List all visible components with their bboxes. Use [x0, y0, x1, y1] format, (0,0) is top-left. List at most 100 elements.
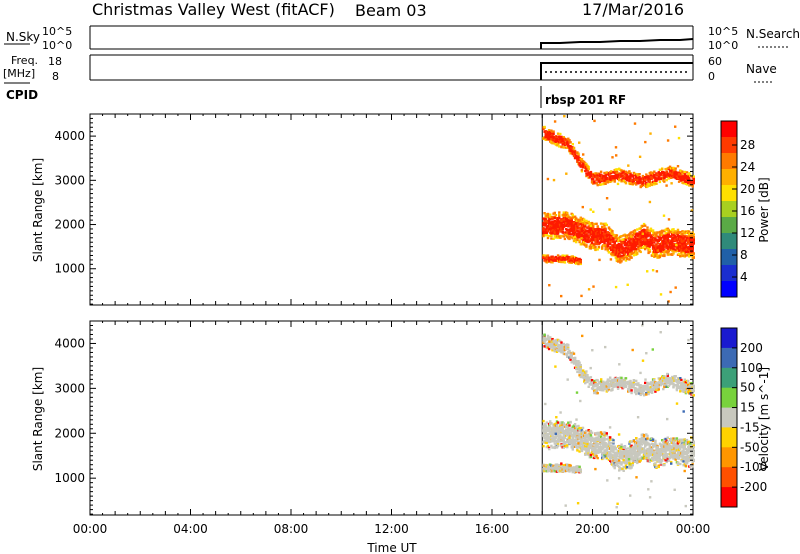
scatter-cell	[668, 165, 672, 168]
scatter-cell	[618, 242, 621, 246]
scatter-cell	[568, 235, 571, 238]
scatter-cell	[595, 182, 598, 185]
scatter-cell	[594, 248, 597, 252]
scatter-cell	[580, 429, 584, 432]
scatter-cell	[561, 141, 564, 144]
scatter-cell	[543, 125, 546, 129]
scatter-cell	[604, 248, 607, 251]
scatter-cell	[562, 446, 565, 449]
scatter-cell	[548, 284, 551, 287]
scatter-cell	[571, 143, 574, 146]
scatter-cell	[648, 460, 651, 463]
scatter-cell	[688, 184, 691, 187]
scatter-cell	[592, 224, 595, 227]
scatter-cell	[675, 238, 679, 241]
scatter-cell	[605, 223, 608, 227]
scatter-cell	[623, 256, 627, 259]
scatter-cell	[611, 446, 614, 449]
scatter-cell	[592, 387, 595, 391]
scatter-cell	[641, 224, 645, 228]
scatter-cell	[563, 436, 567, 440]
scatter-cell	[679, 255, 682, 258]
scatter-cell	[560, 341, 563, 344]
scatter-cell	[604, 229, 607, 232]
scatter-cell	[624, 447, 628, 451]
scatter-cell	[628, 384, 631, 387]
scatter-cell	[651, 253, 655, 256]
scatter-cell	[543, 231, 546, 235]
scatter-cell	[682, 386, 685, 389]
scatter-cell	[636, 460, 639, 463]
scatter-cell	[547, 433, 551, 436]
scatter-cell	[665, 184, 668, 187]
scatter-cell	[593, 119, 596, 123]
scatter-cell	[664, 236, 667, 239]
scatter-cell	[559, 424, 562, 427]
scatter-cell	[641, 237, 645, 240]
freq-unit: [MHz]	[3, 67, 35, 80]
scatter-cell	[599, 170, 603, 173]
scatter-cell	[691, 244, 694, 247]
scatter-cell	[607, 226, 611, 229]
scatter-cell	[653, 241, 656, 244]
scatter-cell	[546, 342, 550, 345]
scatter-cell	[549, 431, 552, 434]
scatter-cell	[572, 424, 576, 427]
scatter-cell	[602, 457, 605, 460]
scatter-cell	[568, 237, 571, 241]
scatter-cell	[573, 238, 577, 242]
scatter-cell	[609, 438, 612, 441]
scatter-cell	[671, 246, 674, 249]
scatter-cell	[692, 177, 695, 181]
scatter-cell	[570, 356, 573, 359]
scatter-cell	[645, 392, 648, 395]
scatter-cell	[657, 388, 660, 391]
scatter-cell	[688, 230, 691, 234]
scatter-cell	[567, 137, 570, 140]
cpid-row: CPID rbsp 201 RF	[4, 82, 626, 108]
scatter-cell	[581, 432, 585, 436]
y-tick-label: 1000	[54, 262, 85, 276]
scatter-cell	[566, 425, 569, 428]
scatter-cell	[658, 254, 662, 257]
scatter-cell	[585, 245, 588, 248]
scatter-cell	[559, 132, 562, 136]
scatter-cell	[673, 231, 676, 234]
scatter-cell	[553, 211, 556, 215]
scatter-cell	[568, 436, 571, 439]
scatter-cell	[630, 466, 633, 469]
scatter-cell	[644, 241, 647, 244]
scatter-cell	[562, 211, 565, 214]
scatter-cell	[599, 450, 603, 453]
scatter-cell	[612, 233, 615, 237]
scatter-cell	[647, 178, 650, 181]
scatter-cell	[646, 270, 649, 273]
scatter-cell	[655, 233, 658, 236]
scatter-cell	[627, 382, 630, 386]
scatter-cell	[550, 346, 553, 349]
scatter-cell	[629, 386, 632, 389]
scatter-cell	[580, 230, 584, 233]
scatter-cell	[665, 380, 668, 383]
scatter-cell	[631, 182, 634, 186]
scatter-cell	[592, 443, 595, 446]
scatter-cell	[635, 244, 638, 247]
scatter-cell	[577, 152, 580, 155]
scatter-cell	[647, 391, 650, 394]
scatter-cell	[649, 238, 653, 241]
scatter-cell	[552, 237, 555, 240]
scatter-cell	[580, 170, 584, 173]
scatter-cell	[599, 233, 603, 236]
scatter-cell	[624, 464, 628, 467]
scatter-cell	[674, 375, 677, 378]
scatter-cell	[597, 245, 601, 248]
scatter-cell	[657, 385, 660, 388]
scatter-cell	[593, 233, 596, 236]
scatter-cell	[672, 385, 675, 388]
scatter-cell	[585, 219, 588, 223]
scatter-cell	[616, 387, 620, 390]
scatter-cell	[598, 181, 602, 184]
scatter-cell	[661, 233, 664, 237]
scatter-cell	[552, 221, 555, 224]
scatter-cell	[562, 342, 565, 346]
